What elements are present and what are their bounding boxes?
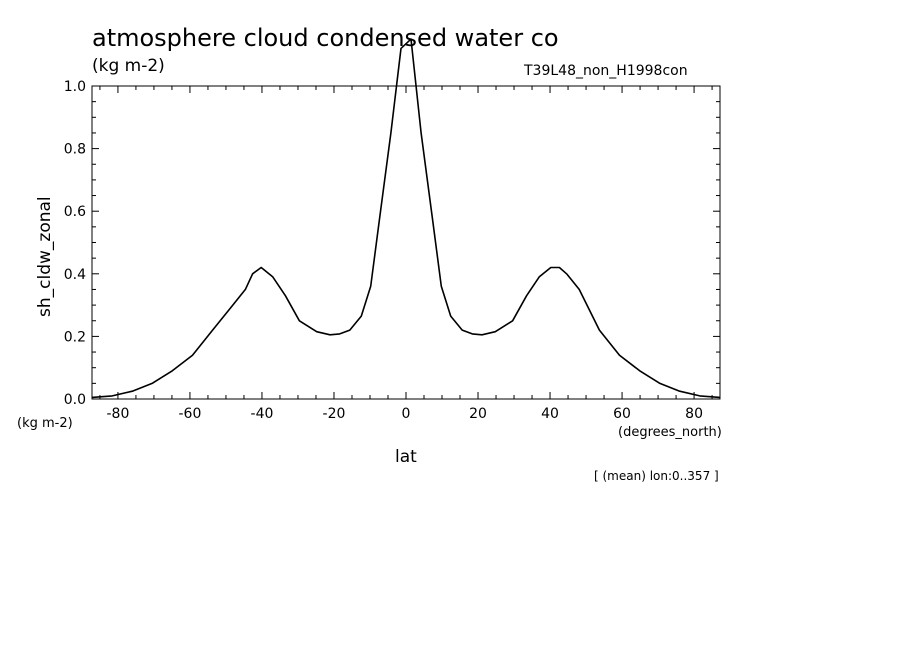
chart-subtitle: (kg m-2) (92, 56, 165, 76)
y-tick-label: 1.0 (64, 79, 86, 95)
x-axis-unit: (degrees_north) (618, 425, 722, 440)
axis-ticks (92, 85, 720, 400)
x-tick-label: 80 (685, 406, 703, 422)
y-tick-label: 0.2 (64, 329, 86, 345)
run-label: T39L48_non_H1998con (524, 63, 688, 79)
series-line-sh-cldw-zonal (91, 38, 721, 399)
y-tick-label: 0.8 (64, 142, 86, 158)
y-tick-label: 0.0 (64, 392, 86, 408)
y-tick-label: 0.4 (64, 267, 86, 283)
x-axis-label: lat (395, 447, 417, 467)
y-tick-label: 0.6 (64, 204, 86, 220)
x-tick-label: 40 (541, 406, 559, 422)
x-tick-label: 60 (613, 406, 631, 422)
x-tick-label: -40 (251, 406, 274, 422)
x-tick-label: 0 (402, 406, 411, 422)
x-tick-label: -60 (179, 406, 202, 422)
x-tick-label: 20 (469, 406, 487, 422)
axis-tick-labels: -80 -60 -40 -20 0 20 40 60 80 0.0 0.2 0.4 0.6 0.8 1.0 (64, 79, 703, 422)
plot-area-frame (91, 85, 721, 400)
chart-title: atmosphere cloud condensed water co (92, 24, 559, 52)
x-tick-label: -20 (323, 406, 346, 422)
x-tick-label: -80 (106, 406, 129, 422)
y-axis-unit: (kg m-2) (17, 416, 73, 431)
footnote: [ (mean) lon:0..357 ] (594, 469, 719, 483)
